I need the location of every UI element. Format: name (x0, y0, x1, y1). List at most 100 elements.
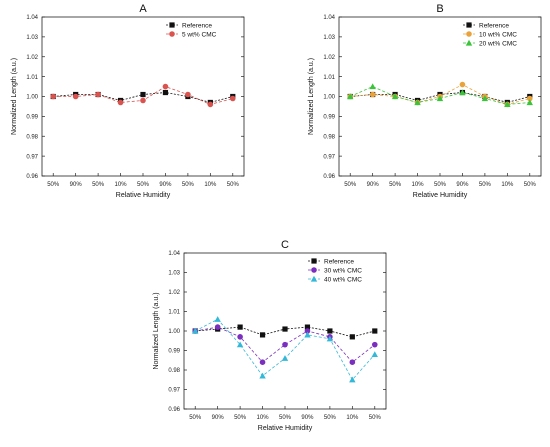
y-tick-label: 0.99 (323, 115, 335, 121)
legend-marker (466, 31, 472, 37)
x-tick-label: 10% (412, 182, 425, 188)
legend-marker (169, 22, 175, 28)
data-point (304, 324, 311, 330)
x-tick-label: 50% (234, 415, 247, 421)
data-point (436, 95, 444, 102)
data-point (192, 327, 199, 334)
series-40-wt-cmc (192, 316, 378, 383)
legend-label: 5 wt% CMC (182, 31, 217, 38)
x-tick-label: 90% (212, 415, 225, 421)
y-tick-label: 0.99 (168, 349, 180, 355)
data-point (50, 93, 57, 100)
data-point (369, 83, 376, 90)
x-tick-label: 90% (301, 415, 314, 421)
x-tick-label: 10% (204, 182, 217, 188)
x-tick-label: 50% (137, 182, 150, 188)
x-tick-label: 10% (346, 415, 359, 421)
data-point (326, 335, 334, 342)
y-tick-label: 0.98 (323, 134, 335, 140)
y-tick-label: 0.98 (168, 368, 180, 374)
data-point (185, 91, 191, 98)
y-tick-label: 1.02 (323, 55, 335, 61)
chart-panel-b: B 0.96 0.97 0.98 0.99 1.00 1.01 1.02 1.03 1.04 50%… (308, 3, 542, 199)
legend-label: 10 wt% CMC (479, 31, 517, 38)
x-tick-label: 50% (92, 182, 105, 188)
legend-marker (465, 39, 473, 46)
y-tick-label: 0.96 (168, 407, 180, 413)
x-axis-label: Relative Humidity (258, 425, 313, 432)
data-point (207, 101, 214, 108)
x-tick-label: 10% (115, 182, 128, 188)
legend-label: Reference (182, 22, 212, 29)
y-tick-label: 1.04 (323, 15, 335, 21)
data-point (282, 341, 288, 348)
data-point (237, 324, 243, 330)
legend-marker (311, 267, 317, 273)
panel-title: B (436, 3, 443, 15)
y-tick-label: 1.00 (323, 95, 335, 101)
x-tick-label: 90% (70, 182, 83, 188)
legend-label: 40 wt% CMC (324, 276, 362, 283)
panel-title: C (281, 239, 289, 251)
x-tick-label: 50% (369, 415, 382, 421)
x-tick-label: 50% (479, 182, 492, 188)
legend-label: 30 wt% CMC (324, 267, 362, 274)
data-point (229, 95, 236, 102)
data-point (214, 316, 221, 322)
series-5-wt-cmc (50, 83, 236, 108)
y-tick-label: 1.00 (168, 329, 180, 335)
data-point (414, 99, 421, 106)
data-point (371, 351, 378, 357)
x-axis-label: Relative Humidity (413, 192, 468, 199)
x-axis-label: Relative Humidity (116, 192, 171, 199)
data-point (327, 328, 333, 334)
x-tick-label: 90% (159, 182, 172, 188)
x-tick-label: 50% (47, 182, 60, 188)
y-tick-label: 1.00 (26, 95, 38, 101)
data-point (369, 91, 376, 98)
series-20-wt-cmc (347, 83, 533, 108)
data-point (259, 372, 266, 379)
data-point (391, 93, 399, 100)
y-tick-label: 1.04 (26, 15, 38, 21)
data-point (259, 332, 266, 338)
y-tick-label: 1.02 (26, 55, 38, 61)
data-point (259, 359, 266, 366)
data-point (459, 89, 466, 96)
data-point (526, 95, 533, 102)
data-point (117, 99, 124, 106)
y-tick-label: 0.97 (323, 154, 335, 160)
legend-label: 20 wt% CMC (479, 40, 517, 47)
y-tick-label: 0.99 (26, 115, 38, 121)
data-point (304, 331, 311, 338)
x-tick-label: 10% (257, 415, 270, 421)
panel-title: A (139, 3, 147, 15)
legend-marker (466, 22, 472, 28)
legend-marker (311, 258, 317, 264)
x-tick-label: 50% (189, 415, 202, 421)
data-point (281, 355, 289, 361)
data-point (95, 91, 101, 98)
data-point (526, 99, 533, 106)
data-point (140, 97, 146, 104)
data-point (459, 81, 466, 88)
y-tick-label: 1.04 (168, 251, 180, 257)
data-point (162, 89, 169, 96)
legend-label: Reference (324, 258, 354, 265)
data-point (504, 101, 511, 108)
x-tick-label: 10% (501, 182, 514, 188)
y-tick-label: 0.98 (26, 134, 38, 140)
y-tick-label: 1.01 (26, 75, 38, 81)
data-point (236, 341, 244, 348)
y-tick-label: 1.01 (168, 310, 180, 316)
x-tick-label: 50% (182, 182, 195, 188)
data-point (140, 91, 146, 98)
y-tick-label: 0.96 (26, 174, 38, 180)
data-point (371, 341, 378, 348)
y-tick-label: 0.97 (26, 154, 38, 160)
data-point (162, 83, 169, 90)
x-tick-label: 50% (344, 182, 357, 188)
x-tick-label: 50% (324, 415, 337, 421)
y-axis-label: Normalized Length (a.u.) (308, 58, 315, 135)
